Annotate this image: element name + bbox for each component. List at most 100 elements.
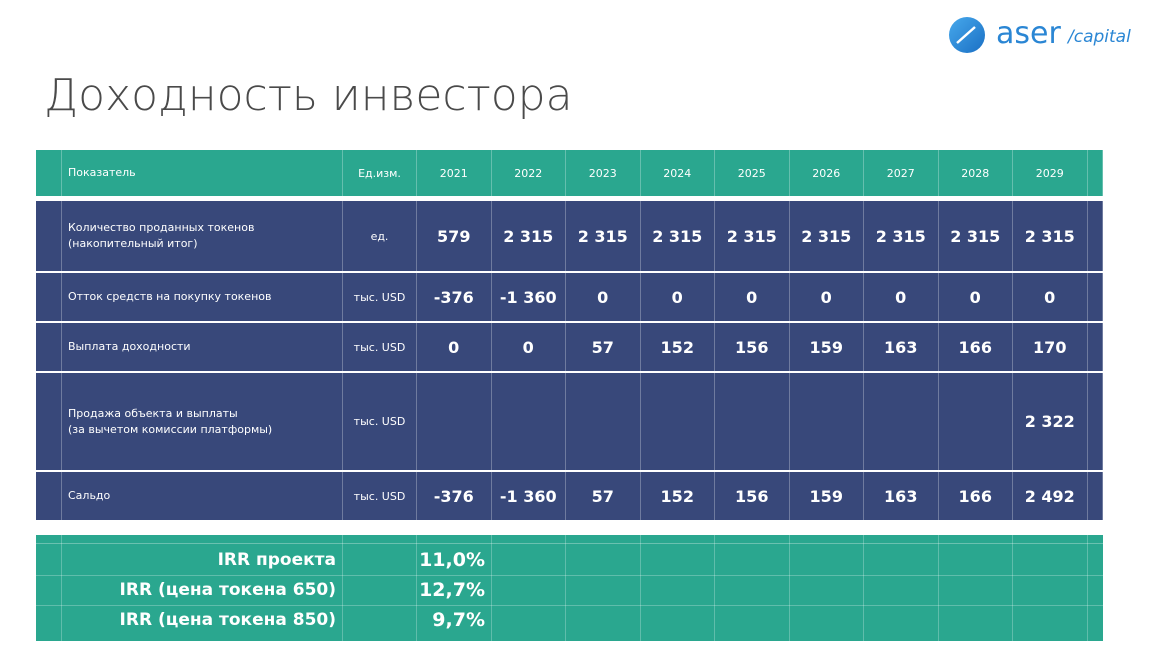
stripe <box>36 323 62 371</box>
table-cell: 2 322 <box>1013 373 1088 470</box>
table-cell: 0 <box>864 273 939 321</box>
logo-brand: aser <box>996 16 1061 51</box>
table-cell <box>491 373 566 470</box>
table-cell: 0 <box>938 273 1013 321</box>
stripe <box>1087 150 1103 196</box>
stripe <box>36 472 62 520</box>
table-cell <box>640 373 715 470</box>
stripe <box>1087 323 1103 371</box>
irr-grid <box>36 605 1103 606</box>
table-cell: 2 315 <box>715 201 790 271</box>
table-cell <box>789 373 864 470</box>
irr-grid <box>1012 535 1013 641</box>
irr-band <box>36 543 1103 544</box>
header-cell: 2025 <box>715 150 790 196</box>
table-cell: тыс. USD <box>343 323 417 371</box>
table-cell: 170 <box>1013 323 1088 371</box>
irr-grid <box>490 535 492 641</box>
table-cell: 152 <box>640 323 715 371</box>
stripe <box>1087 273 1103 321</box>
table-cell: 57 <box>566 323 641 371</box>
table-cell: ед. <box>343 201 417 271</box>
table-cell: 159 <box>789 323 864 371</box>
table-cell: 0 <box>640 273 715 321</box>
stripe <box>36 273 62 321</box>
header-cell: 2022 <box>491 150 566 196</box>
irr-grid <box>863 535 864 641</box>
stripe <box>1087 373 1103 470</box>
irr-grid <box>1086 535 1088 641</box>
logo-icon <box>949 17 985 53</box>
table-cell: 159 <box>789 472 864 520</box>
table-cell: тыс. USD <box>343 373 417 470</box>
table-cell <box>938 373 1013 470</box>
table-cell: 0 <box>417 323 492 371</box>
table-cell: -1 360 <box>491 273 566 321</box>
table-cell: -376 <box>417 472 492 520</box>
irr-label: IRR (цена токена 650) <box>119 580 336 600</box>
table-cell: 2 315 <box>566 201 641 271</box>
table-cell: Сальдо <box>62 472 343 520</box>
table-cell: 156 <box>715 472 790 520</box>
table-cell: -1 360 <box>491 472 566 520</box>
header-cell: 2027 <box>864 150 939 196</box>
table-cell: 166 <box>938 472 1013 520</box>
header-cell: 2023 <box>566 150 641 196</box>
stripe <box>1087 201 1103 271</box>
header-cell: 2029 <box>1013 150 1088 196</box>
irr-value: 11,0% <box>419 549 485 571</box>
irr-grid <box>36 575 1103 576</box>
irr-grid <box>639 535 641 641</box>
table-cell: 163 <box>864 323 939 371</box>
table-cell: 2 492 <box>1013 472 1088 520</box>
table-cell: 163 <box>864 472 939 520</box>
header-cell: 2026 <box>789 150 864 196</box>
table-cell: 2 315 <box>938 201 1013 271</box>
irr-value: 9,7% <box>432 609 485 631</box>
header-cell: 2028 <box>938 150 1013 196</box>
irr-grid <box>342 535 343 641</box>
table-cell: 2 315 <box>1013 201 1088 271</box>
irr-grid <box>714 535 715 641</box>
stripe <box>36 373 62 470</box>
irr-block <box>36 535 1103 641</box>
irr-grid <box>565 535 566 641</box>
table-cell: 2 315 <box>640 201 715 271</box>
irr-grid <box>937 535 939 641</box>
table-cell: 2 315 <box>789 201 864 271</box>
table-cell: Количество проданных токенов (накопитель… <box>62 201 343 271</box>
table-cell <box>715 373 790 470</box>
table-cell: Отток средств на покупку токенов <box>62 273 343 321</box>
header-cell: Показатель <box>62 150 343 196</box>
irr-grid <box>788 535 790 641</box>
table-cell <box>864 373 939 470</box>
table-cell: тыс. USD <box>343 472 417 520</box>
slide-title: Доходность инвестора <box>44 70 573 121</box>
irr-label: IRR (цена токена 850) <box>119 610 336 630</box>
table-cell: 2 315 <box>491 201 566 271</box>
table-cell: 57 <box>566 472 641 520</box>
table-cell <box>417 373 492 470</box>
table-cell: 166 <box>938 323 1013 371</box>
stripe <box>1087 472 1103 520</box>
table-cell: -376 <box>417 273 492 321</box>
table-cell: Продажа объекта и выплаты (за вычетом ко… <box>62 373 343 470</box>
table-cell: тыс. USD <box>343 273 417 321</box>
table-cell: 2 315 <box>864 201 939 271</box>
table-cell: Выплата доходности <box>62 323 343 371</box>
table-cell: 0 <box>715 273 790 321</box>
table-cell: 0 <box>1013 273 1088 321</box>
header-cell: Ед.изм. <box>343 150 417 196</box>
irr-grid <box>61 535 62 641</box>
irr-label: IRR проекта <box>217 550 336 570</box>
table-cell: 579 <box>417 201 492 271</box>
stripe <box>36 201 62 271</box>
table-cell <box>566 373 641 470</box>
table-cell: 0 <box>566 273 641 321</box>
table-cell: 0 <box>789 273 864 321</box>
irr-grid <box>416 535 417 641</box>
stripe <box>36 150 62 196</box>
irr-value: 12,7% <box>419 579 485 601</box>
logo-suffix: /capital <box>1068 27 1131 47</box>
